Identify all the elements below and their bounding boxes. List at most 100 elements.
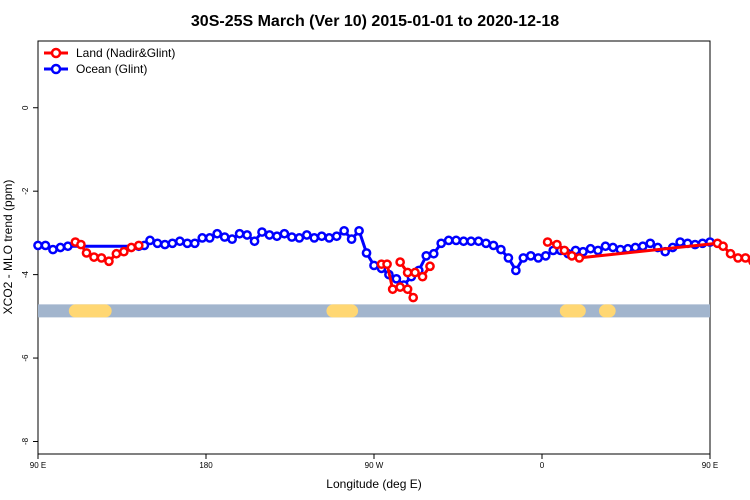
x-tick-label: 90 E: [30, 461, 46, 470]
ocean-point: [234, 228, 245, 239]
ocean-point: [637, 241, 648, 252]
land-point: [408, 292, 419, 303]
ocean-point: [145, 235, 155, 246]
ocean-point: [511, 265, 521, 276]
chart-title: 30S-25S March (Ver 10) 2015-01-01 to 202…: [191, 13, 559, 30]
ocean-point: [167, 238, 178, 249]
ocean-point: [540, 250, 551, 261]
ocean-point: [279, 228, 290, 239]
ocean-point: [294, 233, 305, 243]
ocean-point: [152, 238, 163, 249]
land-point: [126, 242, 137, 253]
ocean-point: [466, 236, 476, 247]
land-point: [425, 261, 435, 272]
ocean-point: [48, 244, 58, 255]
ocean-point: [40, 240, 51, 251]
land-point: [119, 246, 129, 257]
ocean-point: [421, 250, 432, 261]
ocean-point: [645, 238, 656, 249]
y-tick-label: -6: [21, 354, 30, 362]
land-point: [382, 259, 392, 270]
ocean-point: [324, 233, 335, 243]
ocean-point: [436, 238, 447, 249]
ocean-point: [339, 225, 349, 236]
ocean-point: [361, 248, 372, 258]
land-point: [718, 241, 728, 252]
ocean-point: [533, 253, 544, 263]
ocean-point: [242, 230, 252, 240]
ocean-series: [33, 225, 715, 290]
legend-ocean-label: Ocean (Glint): [76, 62, 147, 76]
land-point: [567, 250, 577, 261]
legend-land-label: Land (Nadir&Glint): [76, 46, 175, 60]
land-point: [725, 248, 736, 259]
x-tick-label: 180: [199, 461, 213, 470]
land-point: [740, 253, 750, 263]
ocean-point: [608, 242, 618, 253]
ocean-point: [331, 231, 342, 242]
land-point: [133, 240, 144, 251]
ocean-point: [369, 260, 379, 271]
series-layer: [33, 225, 750, 303]
legend: Land (Nadir&Glint) Ocean (Glint): [44, 46, 175, 76]
land-point: [111, 248, 122, 259]
ocean-point: [488, 240, 499, 251]
x-tick-label: 90 E: [702, 461, 718, 470]
ocean-point: [451, 235, 461, 246]
ocean-point: [458, 236, 469, 247]
ocean-point: [257, 227, 267, 237]
y-tick-label: -2: [21, 187, 30, 195]
ocean-point: [212, 228, 223, 239]
ocean-point: [175, 236, 185, 247]
y-tick-label: -8: [21, 437, 30, 445]
ocean-point: [189, 238, 200, 249]
ocean-point: [272, 231, 282, 242]
ocean-point: [227, 234, 237, 245]
land-point: [574, 253, 585, 263]
y-axis: 0 -2 -4 -6 -8: [21, 105, 38, 445]
land-point: [542, 237, 553, 247]
land-point: [395, 257, 405, 267]
ocean-point: [204, 233, 215, 243]
land-point: [402, 284, 413, 295]
x-axis-label: Longitude (deg E): [326, 477, 421, 491]
land-point: [387, 284, 398, 295]
ocean-point: [585, 243, 596, 254]
ocean-point: [55, 242, 66, 253]
ocean-point: [160, 239, 170, 250]
ocean-point: [301, 230, 312, 240]
land-point: [402, 267, 413, 278]
ocean-point: [33, 240, 43, 251]
x-tick-label: 90 W: [365, 461, 384, 470]
ocean-point: [309, 233, 320, 243]
legend-land-marker: [50, 47, 62, 59]
ocean-point: [354, 225, 364, 236]
ocean-point: [675, 237, 685, 247]
land-point: [76, 239, 86, 250]
land-point: [104, 256, 114, 267]
ocean-point: [219, 232, 230, 242]
land-point: [410, 267, 420, 278]
ocean-point: [428, 248, 439, 259]
legend-ocean-marker: [50, 63, 62, 75]
ocean-point: [503, 253, 514, 263]
ocean-point: [346, 234, 357, 245]
ocean-point: [473, 236, 484, 247]
ocean-point: [481, 238, 491, 249]
ocean-point: [593, 245, 603, 256]
x-axis: 90 E 180 90 W 0 90 E: [30, 454, 718, 470]
land-point: [81, 248, 92, 258]
ocean-point: [316, 231, 327, 242]
land-series: [70, 237, 750, 303]
ocean-point: [63, 241, 73, 252]
ocean-point: [630, 242, 641, 253]
ocean-point: [496, 244, 506, 255]
y-tick-label: 0: [21, 105, 30, 110]
land-point: [552, 239, 562, 250]
land-point: [96, 253, 107, 263]
ocean-point: [600, 241, 611, 252]
ocean-point: [197, 233, 208, 243]
ocean-point: [182, 238, 193, 249]
ocean-point: [249, 236, 260, 247]
